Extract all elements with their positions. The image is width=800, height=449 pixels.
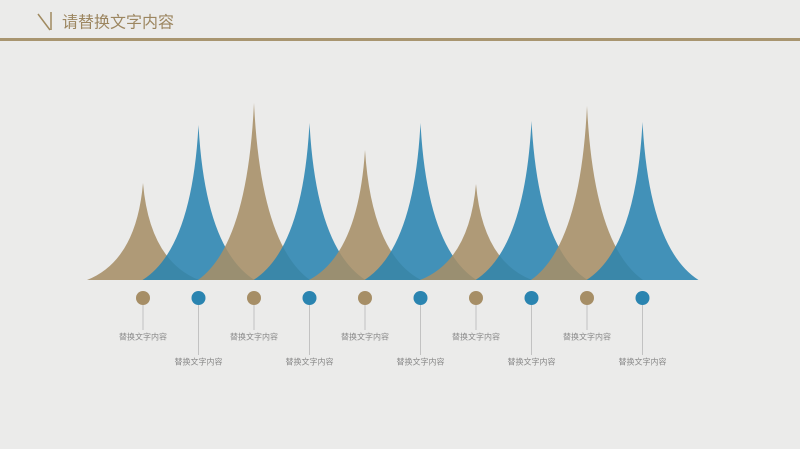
spike <box>87 183 199 280</box>
spike <box>420 184 532 280</box>
category-label: 替换文字内容 <box>397 357 445 367</box>
spike <box>198 103 310 280</box>
spike <box>253 123 366 280</box>
marker-dot <box>413 291 428 305</box>
marker-dot <box>469 291 483 305</box>
category-label: 替换文字内容 <box>619 357 667 367</box>
spike <box>586 122 699 280</box>
category-label: 替换文字内容 <box>286 357 334 367</box>
marker-dot <box>247 291 261 305</box>
category-label: 替换文字内容 <box>563 332 611 342</box>
spike <box>475 121 588 280</box>
marker-dot <box>580 291 594 305</box>
spike <box>142 125 255 280</box>
marker-dot <box>191 291 206 305</box>
category-label: 替换文字内容 <box>119 332 167 342</box>
category-label: 替换文字内容 <box>230 332 278 342</box>
spike <box>364 123 477 280</box>
marker-dot <box>524 291 539 305</box>
slide-title: 请替换文字内容 <box>62 13 174 32</box>
title-icon <box>37 13 51 31</box>
marker-dot <box>302 291 317 305</box>
marker-dot <box>358 291 372 305</box>
marker-dot <box>136 291 150 305</box>
category-label: 替换文字内容 <box>452 332 500 342</box>
spike <box>309 150 421 280</box>
marker-dot <box>635 291 650 305</box>
category-label: 替换文字内容 <box>508 357 556 367</box>
header-rule <box>0 38 800 41</box>
category-label: 替换文字内容 <box>341 332 389 342</box>
spike <box>531 106 643 280</box>
category-label: 替换文字内容 <box>175 357 223 367</box>
